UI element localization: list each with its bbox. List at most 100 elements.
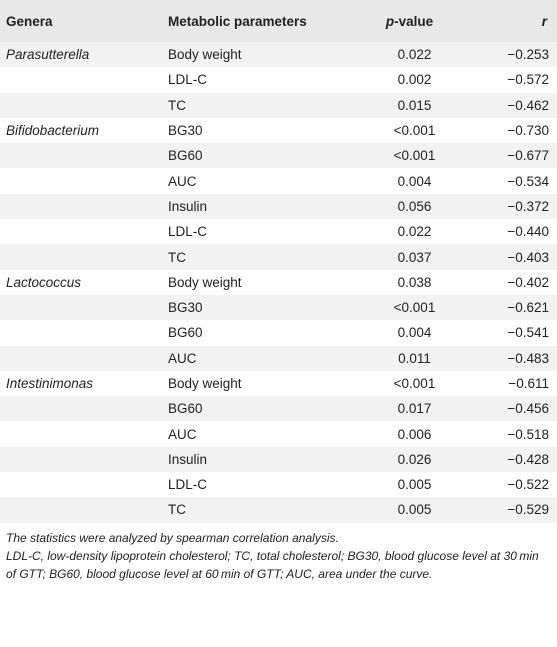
- genus-cell: [0, 346, 162, 371]
- header-p-italic: p: [385, 13, 395, 29]
- p-value-cell: 0.005: [397, 477, 432, 493]
- r-value-cell: −0.428: [507, 451, 549, 467]
- table-row: Insulin 0.026 −0.428: [0, 446, 557, 473]
- r-value-cell: −0.372: [507, 198, 549, 214]
- parameter-cell: TC: [168, 502, 186, 518]
- r-value-cell: −0.611: [508, 376, 549, 391]
- p-value-cell: 0.056: [397, 198, 432, 214]
- footnote-abbreviations: LDL-C, low-density lipoprotein cholester…: [6, 548, 539, 581]
- genus-cell: [0, 472, 162, 497]
- p-value-cell: <0.001: [393, 376, 436, 391]
- table-row: BG60 0.017 −0.456: [0, 396, 557, 422]
- parameter-cell: AUC: [168, 350, 197, 366]
- parameter-cell: Body weight: [168, 274, 242, 290]
- r-value-cell: −0.621: [507, 300, 549, 316]
- p-value-cell: <0.001: [393, 300, 436, 316]
- parameter-cell: TC: [168, 97, 186, 113]
- p-value-cell: 0.026: [397, 451, 432, 467]
- table-row: AUC 0.006 −0.518: [0, 421, 557, 447]
- parameter-cell: AUC: [168, 426, 197, 442]
- r-value-cell: −0.541: [507, 325, 549, 341]
- genus-cell: [0, 168, 162, 193]
- genus-cell: [0, 219, 162, 244]
- p-value-cell: 0.002: [397, 72, 432, 88]
- r-value-cell: −0.456: [507, 401, 549, 417]
- r-value-cell: −0.730: [507, 123, 549, 139]
- parameter-cell: LDL-C: [168, 477, 208, 493]
- r-value-cell: −0.534: [507, 173, 549, 189]
- p-value-cell: <0.001: [393, 148, 436, 164]
- table-header: Genera Metabolic parameters p-value r: [0, 0, 557, 42]
- parameter-cell: LDL-C: [168, 72, 208, 88]
- p-value-cell: 0.038: [397, 274, 432, 290]
- r-value-cell: −0.402: [507, 274, 549, 290]
- table-body: Parasutterella Body weight 0.022 −0.253 LDL-…: [0, 42, 557, 523]
- r-value-cell: −0.572: [507, 72, 549, 88]
- table-row: TC 0.037 −0.403: [0, 244, 557, 270]
- parameter-cell: Insulin: [168, 451, 208, 467]
- r-value-cell: −0.529: [507, 502, 549, 518]
- p-value-cell: 0.022: [397, 47, 432, 63]
- header-genera: Genera: [6, 13, 53, 29]
- parameter-cell: Insulin: [168, 198, 208, 214]
- table-row: AUC 0.011 −0.483: [0, 345, 557, 371]
- header-p-value: p-value: [362, 0, 457, 42]
- p-value-cell: 0.022: [397, 224, 432, 240]
- genus-cell: [0, 295, 162, 320]
- parameter-cell: BG60: [168, 401, 203, 417]
- r-value-cell: −0.522: [507, 477, 549, 493]
- p-value-cell: 0.006: [397, 426, 432, 442]
- genus-cell: [0, 447, 162, 472]
- r-value-cell: −0.403: [507, 249, 549, 265]
- parameter-cell: BG60: [168, 148, 203, 164]
- genus-cell: [0, 497, 162, 522]
- header-metabolic-parameters: Metabolic parameters: [168, 13, 307, 29]
- p-value-cell: <0.001: [393, 123, 436, 139]
- genus-cell: [0, 320, 162, 345]
- r-value-cell: −0.440: [507, 224, 549, 240]
- parameter-cell: BG30: [168, 123, 203, 139]
- r-value-cell: −0.518: [507, 426, 549, 442]
- header-r: r: [457, 0, 557, 42]
- parameter-cell: Body weight: [168, 47, 242, 63]
- parameter-cell: BG30: [168, 300, 203, 316]
- footnote-method: The statistics were analyzed by spearman…: [6, 530, 339, 545]
- genus-cell: Parasutterella: [6, 47, 90, 63]
- p-value-cell: 0.037: [397, 249, 432, 265]
- header-r-italic: r: [541, 13, 547, 29]
- p-value-cell: 0.017: [397, 401, 432, 417]
- table-row: LDL-C 0.022 −0.440: [0, 219, 557, 245]
- genus-cell: [0, 143, 162, 168]
- table-row: Lactococcus Body weight 0.038 −0.402: [0, 269, 557, 295]
- table-row: BG60 0.004 −0.541: [0, 320, 557, 346]
- table-row: LDL-C 0.002 −0.572: [0, 67, 557, 93]
- table-row: TC 0.015 −0.462: [0, 92, 557, 118]
- genus-cell: Intestinimonas: [6, 376, 94, 391]
- header-row: Genera Metabolic parameters p-value r: [0, 0, 557, 42]
- genus-cell: [0, 194, 162, 219]
- table-footnote: The statistics were analyzed by spearman…: [0, 523, 557, 583]
- genus-cell: [0, 421, 162, 446]
- genus-cell: [0, 93, 162, 118]
- parameter-cell: BG60: [168, 325, 203, 341]
- parameter-cell: LDL-C: [168, 224, 208, 240]
- genus-cell: Bifidobacterium: [6, 123, 100, 139]
- genus-cell: [0, 396, 162, 421]
- r-value-cell: −0.483: [507, 350, 549, 366]
- table-row: Parasutterella Body weight 0.022 −0.253: [0, 42, 557, 68]
- p-value-cell: 0.004: [397, 325, 432, 341]
- parameter-cell: Body weight: [168, 376, 242, 391]
- r-value-cell: −0.253: [507, 47, 549, 63]
- genus-cell: [0, 67, 162, 92]
- r-value-cell: −0.677: [507, 148, 549, 164]
- r-value-cell: −0.462: [507, 97, 549, 113]
- table-row: Bifidobacterium BG30 <0.001 −0.730: [0, 117, 557, 144]
- p-value-cell: 0.015: [397, 97, 432, 113]
- p-value-cell: 0.004: [397, 173, 432, 189]
- header-p-suffix: -value: [394, 13, 434, 29]
- table-row: BG60 <0.001 −0.677: [0, 143, 557, 169]
- correlation-table-container: Genera Metabolic parameters p-value r Pa…: [0, 0, 557, 583]
- correlation-table: Genera Metabolic parameters p-value r Pa…: [0, 0, 557, 523]
- genus-cell: Lactococcus: [6, 274, 82, 290]
- table-row: Intestinimonas Body weight <0.001 −0.611: [0, 370, 557, 397]
